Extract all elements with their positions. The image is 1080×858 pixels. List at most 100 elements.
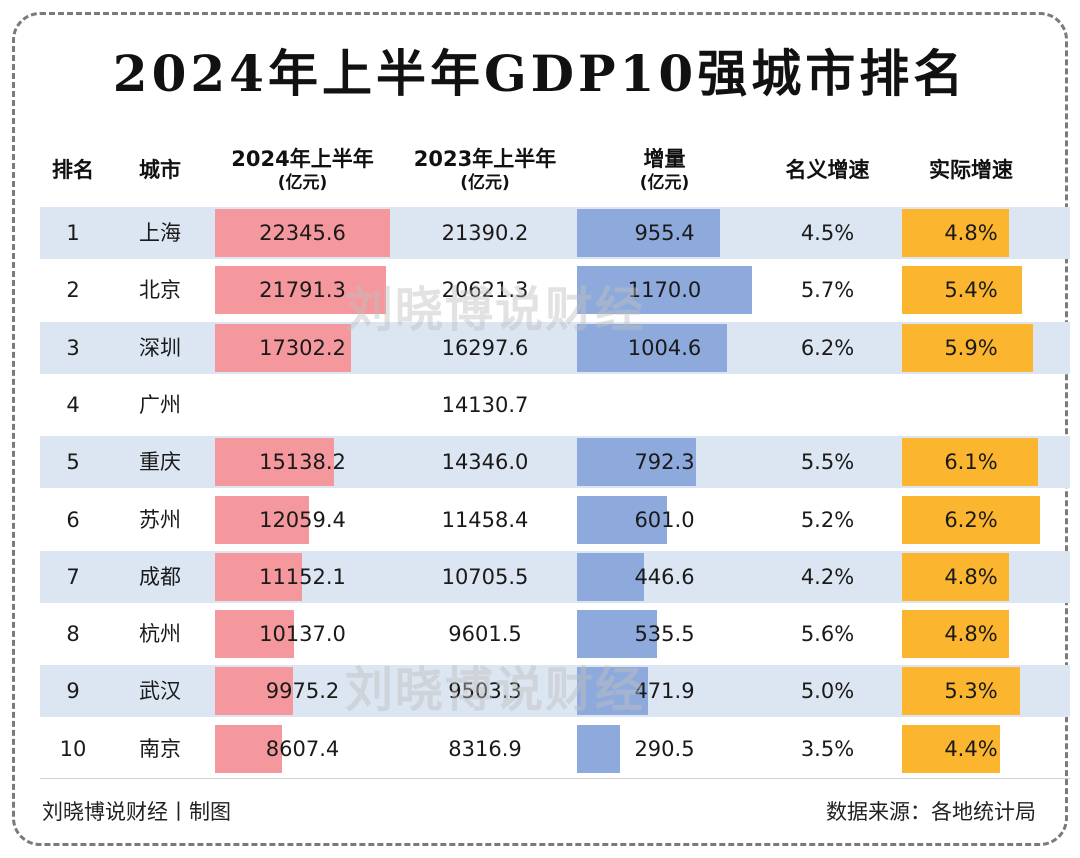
gdp2024-cell: 22345.6: [259, 221, 346, 245]
real-growth-bar: [902, 209, 1009, 257]
header-increase: 增量 (亿元): [639, 147, 690, 193]
gdp2024-bar: [215, 667, 294, 716]
gdp2024-bar: [215, 266, 386, 315]
gdp2024-cell: 8607.4: [265, 736, 340, 761]
gdp2023-cell: 11458.4: [441, 507, 529, 532]
rank-cell: 7: [66, 564, 80, 589]
increase-cell: [577, 379, 752, 431]
rank-cell: 3: [66, 335, 80, 360]
table-row: 2 北京 21791.3 20621.3 1170.0 5.7% 5.4%: [40, 264, 1070, 316]
gdp2024-bar: [215, 610, 295, 659]
gdp2024-bar: [215, 495, 310, 544]
gdp2023-cell: 8316.9: [448, 736, 522, 761]
real-growth-cell: [902, 379, 1040, 431]
real-growth-cell: 6.2%: [944, 507, 998, 532]
city-cell: 深圳: [139, 335, 181, 360]
real-growth-bar: [902, 438, 1038, 487]
increase-bar: [577, 438, 696, 487]
real-growth-bar: [902, 323, 1034, 372]
gdp2024-cell: 10137.0: [259, 622, 346, 647]
gdp2024-bar: [215, 724, 283, 773]
table-row: 1 上海 22345.6 21390.2 955.4 4.5% 4.8%: [40, 207, 1070, 259]
nominal-growth-cell: 5.6%: [800, 622, 855, 647]
header-2024: 2024年上半年 (亿元): [231, 147, 374, 193]
table-row: 4 广州 14130.7: [40, 379, 1070, 431]
header-city: 城市: [139, 157, 181, 182]
city-cell: 南京: [139, 736, 181, 761]
gdp2024-cell: 21791.3: [259, 278, 346, 303]
nominal-growth-cell: 5.2%: [800, 507, 855, 532]
rank-cell: 6: [66, 507, 80, 532]
rank-cell: 9: [66, 679, 80, 704]
city-cell: 武汉: [139, 679, 181, 704]
increase-cell: 471.9: [634, 679, 695, 704]
real-growth-bar: [902, 724, 1000, 773]
nominal-growth-cell: 5.5%: [800, 450, 855, 475]
nominal-growth-cell: 4.2%: [800, 564, 855, 589]
footer-source: 数据来源：各地统计局: [826, 800, 1036, 824]
gdp2023-cell: 14346.0: [441, 450, 529, 475]
nominal-growth-cell: 3.5%: [800, 736, 855, 761]
dashed-frame: [12, 12, 1068, 846]
increase-bar: [577, 610, 658, 659]
gdp2024-cell: 11152.1: [259, 564, 346, 589]
header-real-growth: 实际增速: [929, 157, 1013, 182]
increase-cell: 955.4: [634, 221, 695, 245]
real-growth-cell: 5.3%: [944, 679, 998, 704]
real-growth-cell: 6.1%: [944, 450, 998, 475]
increase-cell: 535.5: [634, 622, 695, 647]
increase-bar: [577, 552, 644, 601]
city-cell: 上海: [139, 221, 181, 245]
gdp2023-cell: 9601.5: [448, 622, 522, 647]
gdp2024-cell: 12059.4: [259, 507, 346, 532]
gdp2023-cell: 16297.6: [441, 335, 529, 360]
gdp2024-cell: 15138.2: [259, 450, 346, 475]
gdp2024-bar: [215, 209, 390, 257]
header-2023: 2023年上半年 (亿元): [413, 147, 557, 193]
gdp2024-bar: [215, 438, 334, 487]
increase-bar: [577, 667, 648, 716]
gdp2024-cell: [215, 379, 390, 431]
increase-cell: 1004.6: [627, 335, 702, 360]
city-cell: 北京: [139, 278, 181, 303]
table-row: 10 南京 8607.4 8316.9 290.5 3.5% 4.4%: [40, 723, 1070, 775]
real-growth-cell: 4.8%: [944, 221, 998, 245]
real-growth-cell: 4.8%: [944, 622, 998, 647]
nominal-growth-cell: 4.5%: [800, 221, 855, 245]
table-row: 3 深圳 17302.2 16297.6 1004.6 6.2% 5.9%: [40, 321, 1070, 374]
gdp2023-cell: 21390.2: [441, 221, 529, 245]
increase-cell: 792.3: [634, 450, 695, 475]
watermark-bottom: 刘晓博说财经: [345, 662, 646, 718]
footer-credit: 刘晓博说财经丨制图: [42, 800, 231, 824]
table-row: 8 杭州 10137.0 9601.5 535.5 5.6% 4.8%: [40, 608, 1070, 660]
rank-cell: 10: [59, 736, 87, 761]
real-growth-bar: [902, 667, 1020, 716]
rank-cell: 1: [66, 221, 80, 245]
chart-title: 2024年上半年GDP10强城市排名: [112, 44, 968, 103]
footer-divider: [40, 778, 1070, 779]
rank-cell: 4: [66, 392, 80, 417]
real-growth-bar: [902, 495, 1040, 544]
gdp2024-cell: 9975.2: [265, 679, 340, 704]
real-growth-bar: [902, 610, 1009, 659]
increase-bar: [577, 266, 752, 315]
city-cell: 重庆: [139, 450, 181, 475]
city-cell: 成都: [139, 564, 181, 589]
real-growth-cell: 5.4%: [944, 278, 998, 303]
increase-cell: 601.0: [634, 507, 695, 532]
real-growth-bar: [902, 266, 1023, 315]
nominal-growth-cell: 6.2%: [800, 335, 855, 360]
real-growth-cell: 5.9%: [944, 335, 998, 360]
table-row: 6 苏州 12059.4 11458.4 601.0 5.2% 6.2%: [40, 494, 1070, 546]
header-rank: 排名: [52, 157, 94, 182]
gdp2023-cell: 20621.3: [441, 278, 529, 303]
table-row: 5 重庆 15138.2 14346.0 792.3 5.5% 6.1%: [40, 436, 1070, 489]
city-cell: 苏州: [139, 507, 181, 532]
increase-bar: [577, 209, 720, 257]
gdp2023-cell: 10705.5: [441, 564, 529, 589]
rank-cell: 5: [66, 450, 80, 475]
gdp2024-bar: [215, 323, 351, 372]
city-cell: 杭州: [139, 622, 181, 647]
nominal-growth-cell: 5.7%: [800, 278, 855, 303]
